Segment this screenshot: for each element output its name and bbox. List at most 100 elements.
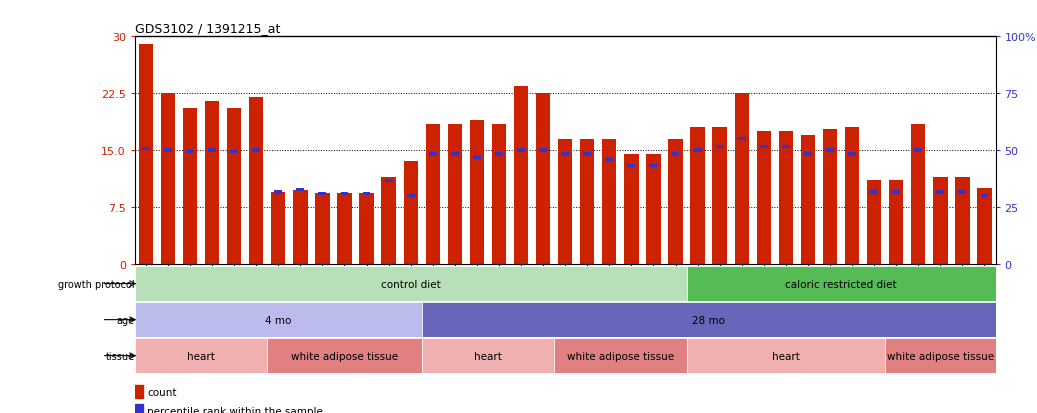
Bar <box>403 162 418 264</box>
Bar <box>822 130 837 264</box>
Bar <box>161 94 175 264</box>
Text: 4 mo: 4 mo <box>265 315 291 325</box>
Text: growth protocol: growth protocol <box>58 279 135 289</box>
Bar <box>712 128 727 264</box>
Bar <box>801 135 815 264</box>
Bar <box>779 132 793 264</box>
Bar <box>514 86 528 264</box>
Bar <box>672 153 679 156</box>
Bar <box>271 192 285 264</box>
Bar <box>473 157 481 160</box>
Bar <box>340 192 348 196</box>
Text: heart: heart <box>187 351 215 361</box>
Bar <box>337 194 352 264</box>
Bar <box>845 128 860 264</box>
Bar <box>804 153 812 156</box>
Bar <box>164 149 172 152</box>
Bar <box>892 191 900 194</box>
Bar <box>554 338 686 373</box>
Bar <box>627 164 636 168</box>
Text: heart: heart <box>772 351 800 361</box>
Bar <box>425 124 440 264</box>
Bar <box>517 149 525 152</box>
Bar <box>668 140 682 264</box>
Bar <box>561 153 569 156</box>
Bar <box>606 158 613 161</box>
Bar <box>936 191 945 194</box>
Bar <box>135 266 686 301</box>
Text: 28 mo: 28 mo <box>692 315 725 325</box>
Bar <box>933 177 948 264</box>
Bar <box>135 302 422 337</box>
Bar <box>782 145 790 149</box>
Bar <box>363 192 370 196</box>
Text: GDS3102 / 1391215_at: GDS3102 / 1391215_at <box>135 21 280 35</box>
Bar <box>268 338 422 373</box>
Bar <box>737 138 746 141</box>
Bar <box>142 147 149 151</box>
Bar <box>981 195 988 198</box>
Bar <box>870 191 878 194</box>
Bar <box>915 149 922 152</box>
Bar <box>958 191 966 194</box>
Bar <box>315 194 330 264</box>
Bar <box>602 140 616 264</box>
Bar <box>867 181 881 264</box>
Text: age: age <box>117 315 135 325</box>
Bar <box>227 109 242 264</box>
Bar <box>649 164 657 168</box>
Bar <box>208 149 216 152</box>
Text: white adipose tissue: white adipose tissue <box>567 351 674 361</box>
Bar <box>297 188 304 192</box>
Text: percentile rank within the sample: percentile rank within the sample <box>147 406 324 413</box>
Bar <box>451 153 458 156</box>
Bar <box>249 98 263 264</box>
Bar <box>407 195 415 198</box>
Bar <box>318 192 327 196</box>
Bar <box>230 151 239 154</box>
Bar <box>826 149 834 152</box>
Text: tissue: tissue <box>106 351 135 361</box>
Bar <box>186 151 194 154</box>
Text: control diet: control diet <box>381 279 441 289</box>
Bar <box>694 149 701 152</box>
Bar <box>422 302 996 337</box>
Bar <box>495 153 503 156</box>
Bar <box>135 404 143 413</box>
Bar <box>646 154 661 264</box>
Text: count: count <box>147 387 176 397</box>
Bar <box>583 153 591 156</box>
Bar <box>886 338 996 373</box>
Bar <box>252 149 260 152</box>
Bar <box>275 191 282 194</box>
Bar <box>293 190 308 264</box>
Bar <box>716 145 724 149</box>
Bar <box>536 94 551 264</box>
Bar <box>135 385 143 398</box>
Bar <box>183 109 197 264</box>
Bar <box>422 338 554 373</box>
Bar <box>429 153 437 156</box>
Bar <box>558 140 572 264</box>
Bar <box>492 124 506 264</box>
Bar <box>686 338 886 373</box>
Bar <box>734 94 749 264</box>
Bar <box>889 181 903 264</box>
Bar <box>580 140 594 264</box>
Bar <box>135 338 268 373</box>
Bar <box>757 132 770 264</box>
Bar <box>385 179 393 183</box>
Text: caloric restricted diet: caloric restricted diet <box>785 279 897 289</box>
Bar <box>912 124 925 264</box>
Bar <box>539 149 548 152</box>
Bar <box>760 145 767 149</box>
Text: white adipose tissue: white adipose tissue <box>291 351 398 361</box>
Bar <box>448 124 463 264</box>
Bar <box>382 177 396 264</box>
Bar <box>139 45 153 264</box>
Bar <box>691 128 705 264</box>
Bar <box>470 121 484 264</box>
Bar <box>205 102 219 264</box>
Text: white adipose tissue: white adipose tissue <box>887 351 993 361</box>
Bar <box>848 153 856 156</box>
